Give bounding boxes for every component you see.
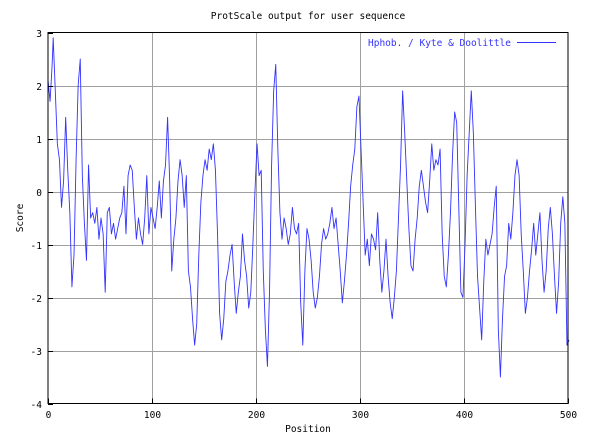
hydrophobicity-series-line [47,37,570,378]
grid-lines [48,32,568,404]
y-tick-label: -2 [31,294,42,305]
x-tick-label: 400 [456,410,473,421]
chart-title: ProtScale output for user sequence [211,11,406,22]
y-tick-label: -4 [31,400,43,411]
x-tick-label: 200 [248,410,265,421]
y-tick-label: 2 [36,82,42,93]
x-tick-label: 500 [560,410,577,421]
legend: Hphob. / Kyte & Doolittle [368,38,556,49]
legend-label: Hphob. / Kyte & Doolittle [368,38,511,49]
x-tick-label: 100 [144,410,161,421]
y-tick-label: 1 [36,135,42,146]
x-tick-label: 300 [352,410,369,421]
y-tick-label: -1 [31,241,43,252]
y-axis-tick-labels: -4 -3 -2 -1 0 1 2 3 [31,29,43,411]
y-tick-label: 3 [36,29,42,40]
x-axis-tick-labels: 0 100 200 300 400 500 [46,410,578,421]
y-axis-title: Score [15,203,26,232]
axis-ticks [48,33,569,405]
x-tick-label: 0 [46,410,52,421]
y-tick-label: -3 [31,347,42,358]
plot-area-frame [47,32,569,404]
series-layer [47,37,570,378]
y-tick-label: 0 [36,188,42,199]
x-axis-title: Position [285,424,331,435]
